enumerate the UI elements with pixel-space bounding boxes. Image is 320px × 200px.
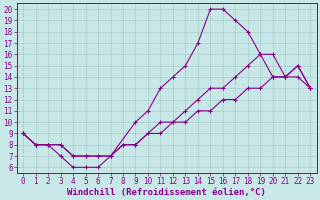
X-axis label: Windchill (Refroidissement éolien,°C): Windchill (Refroidissement éolien,°C) [67, 188, 266, 197]
